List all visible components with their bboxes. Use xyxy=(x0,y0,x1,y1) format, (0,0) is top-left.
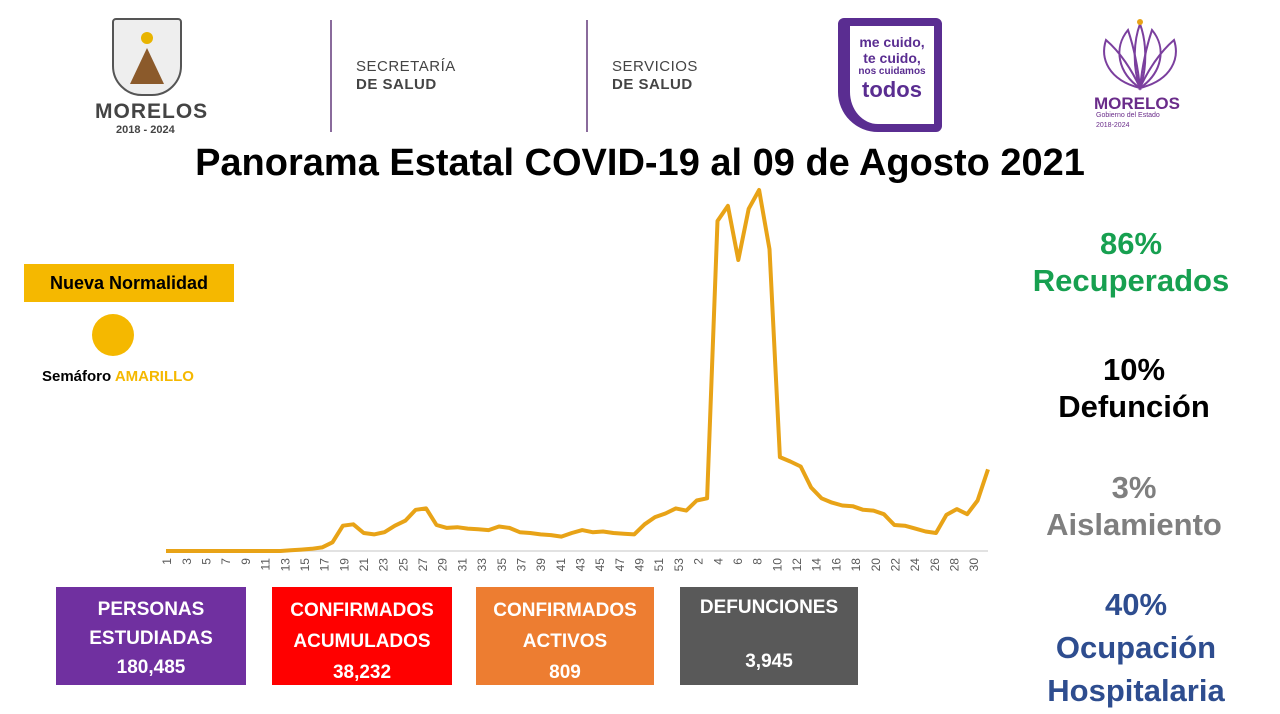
x-tick-label: 28 xyxy=(947,558,961,572)
x-tick-label: 37 xyxy=(514,558,528,572)
x-tick-label: 35 xyxy=(495,558,509,572)
semaforo-prefix: Semáforo xyxy=(42,368,112,385)
stat-label: Recuperados xyxy=(1032,263,1230,298)
x-tick-label: 22 xyxy=(888,558,902,572)
box-label: CONFIRMADOS ACUMULADOS xyxy=(290,600,434,652)
x-tick-label: 16 xyxy=(829,558,843,572)
gov-line2: Gobierno del Estado xyxy=(1096,112,1160,119)
mountain-shape xyxy=(130,48,164,84)
campaign-logo: me cuido, te cuido, nos cuidamos todos xyxy=(838,18,942,132)
x-tick-label: 1 xyxy=(160,558,174,565)
header-divider xyxy=(330,20,332,132)
stat-label: Aislamiento xyxy=(1046,507,1222,542)
state-name: MORELOS xyxy=(95,100,209,123)
stat-recuperados: 86% Recuperados xyxy=(1006,225,1256,299)
x-tick-label: 4 xyxy=(711,558,725,565)
campaign-line2: te cuido, xyxy=(863,50,921,66)
box-defunciones: DEFUNCIONES 3,945 xyxy=(680,587,858,685)
x-tick-label: 31 xyxy=(455,558,469,572)
x-tick-label: 24 xyxy=(908,558,922,572)
stat-pct: 40% xyxy=(1104,587,1168,622)
secretaria-salud-logo: SECRETARÍA DE SALUD xyxy=(356,58,456,94)
box-value: 3,945 xyxy=(745,651,793,672)
dept2-line2: DE SALUD xyxy=(612,76,693,93)
campaign-line3: nos cuidamos xyxy=(858,66,926,77)
box-confirmados-activos: CONFIRMADOS ACTIVOS 809 xyxy=(476,587,654,685)
x-tick-label: 21 xyxy=(357,558,371,572)
stat-pct: 10% xyxy=(1102,352,1166,387)
traffic-light-dot xyxy=(92,314,134,356)
box-label: PERSONAS ESTUDIADAS xyxy=(89,599,213,649)
x-tick-label: 27 xyxy=(416,558,430,572)
box-label: CONFIRMADOS ACTIVOS xyxy=(493,600,637,652)
x-tick-label: 19 xyxy=(337,558,351,572)
nueva-normalidad-badge: Nueva Normalidad xyxy=(24,264,234,302)
x-tick-label: 17 xyxy=(318,558,332,572)
box-label: DEFUNCIONES xyxy=(699,597,839,618)
box-value: 180,485 xyxy=(116,657,186,678)
x-tick-label: 5 xyxy=(200,558,214,565)
state-years: 2018 - 2024 xyxy=(116,124,175,136)
stat-label: Ocupación Hospitalaria xyxy=(1047,630,1225,708)
x-tick-label: 18 xyxy=(849,558,863,572)
sun-shape xyxy=(141,32,153,44)
dept1-line1: SECRETARÍA xyxy=(356,58,456,75)
x-tick-label: 11 xyxy=(259,558,273,571)
x-tick-label: 12 xyxy=(790,558,804,572)
stat-ocupacion: 40% Ocupación Hospitalaria xyxy=(1011,583,1261,712)
x-tick-label: 47 xyxy=(613,558,627,572)
x-tick-label: 33 xyxy=(475,558,489,572)
x-tick-label: 10 xyxy=(770,558,784,572)
stat-aislamiento: 3% Aislamiento xyxy=(1009,469,1259,543)
series-line xyxy=(166,188,990,553)
box-value: 38,232 xyxy=(332,662,392,683)
header-divider xyxy=(586,20,588,132)
x-tick-label: 26 xyxy=(928,558,942,572)
x-tick-label: 9 xyxy=(239,558,253,565)
x-tick-label: 8 xyxy=(751,558,765,565)
x-tick-label: 15 xyxy=(298,558,312,572)
x-tick-label: 43 xyxy=(574,558,588,572)
x-tick-label: 14 xyxy=(810,558,824,572)
semaforo-status: AMARILLO xyxy=(114,368,194,385)
stat-pct: 3% xyxy=(1111,470,1157,505)
gov-name: MORELOS xyxy=(1094,94,1180,113)
stat-label: Defunción xyxy=(1058,389,1210,424)
page-title: Panorama Estatal COVID-19 al 09 de Agost… xyxy=(195,142,1085,184)
x-tick-label: 53 xyxy=(672,558,686,572)
x-tick-label: 51 xyxy=(652,558,666,572)
x-tick-label: 41 xyxy=(554,558,568,572)
servicios-salud-logo: SERVICIOS DE SALUD xyxy=(612,58,698,94)
x-tick-label: 23 xyxy=(377,558,391,572)
box-value: 809 xyxy=(549,662,581,683)
x-tick-label: 39 xyxy=(534,558,548,572)
x-tick-label: 3 xyxy=(180,558,194,565)
morelos-flower-icon xyxy=(1103,19,1177,91)
campaign-line1: me cuido, xyxy=(859,34,925,50)
x-tick-label: 6 xyxy=(731,558,745,565)
dept1-line2: DE SALUD xyxy=(356,76,437,93)
x-tick-label: 7 xyxy=(219,558,233,565)
campaign-line4: todos xyxy=(862,77,922,102)
x-tick-label: 29 xyxy=(436,558,450,572)
gov-line3: 2018-2024 xyxy=(1096,122,1130,129)
dept2-line1: SERVICIOS xyxy=(612,58,698,75)
stat-pct: 86% xyxy=(1099,226,1163,261)
morelos-coat-of-arms-icon xyxy=(112,18,182,96)
x-tick-label: 2 xyxy=(692,558,706,565)
box-personas-estudiadas: PERSONAS ESTUDIADAS 180,485 xyxy=(56,587,246,685)
x-tick-label: 30 xyxy=(967,558,981,572)
semaforo-label: Semáforo AMARILLO xyxy=(42,368,194,385)
x-tick-label: 20 xyxy=(869,558,883,572)
x-tick-label: 49 xyxy=(633,558,647,572)
box-confirmados-acumulados: CONFIRMADOS ACUMULADOS 38,232 xyxy=(272,587,452,685)
x-tick-label: 25 xyxy=(396,558,410,572)
stat-defuncion: 10% Defunción xyxy=(1009,351,1259,425)
x-tick-label: 13 xyxy=(278,558,292,572)
x-tick-label: 45 xyxy=(593,558,607,572)
